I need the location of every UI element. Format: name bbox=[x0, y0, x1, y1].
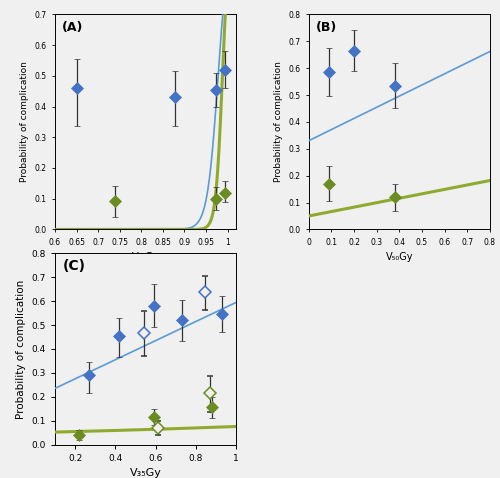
Text: (B): (B) bbox=[316, 21, 337, 34]
Text: (C): (C) bbox=[62, 259, 85, 273]
Text: (A): (A) bbox=[62, 21, 84, 34]
Y-axis label: Probability of complication: Probability of complication bbox=[274, 62, 282, 182]
X-axis label: V₁₈Gy: V₁₈Gy bbox=[132, 252, 160, 262]
X-axis label: V₃₅Gy: V₃₅Gy bbox=[130, 468, 162, 478]
Y-axis label: Probability of complication: Probability of complication bbox=[20, 62, 29, 182]
X-axis label: V₅₀Gy: V₅₀Gy bbox=[386, 252, 413, 262]
Y-axis label: Probability of complication: Probability of complication bbox=[16, 279, 26, 419]
